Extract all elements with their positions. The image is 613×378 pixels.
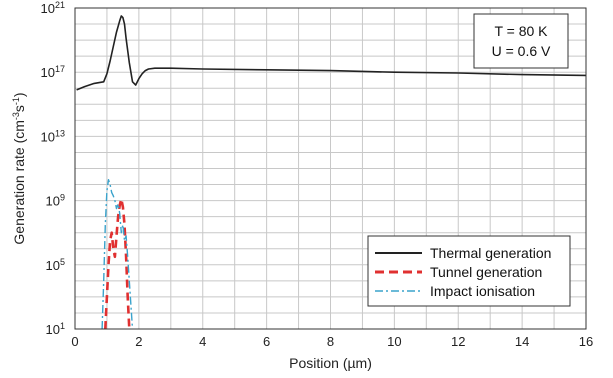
legend-label-impact: Impact ionisation [430,283,535,299]
series-line-impact-ionisation [101,178,134,330]
y-axis-label: Generation rate (cm-3s-1) [11,92,27,244]
y-tick-label: 105 [46,257,65,273]
x-tick-label: 6 [263,334,270,349]
x-tick-label: 4 [199,334,206,349]
annotation-temperature: T = 80 K [494,23,548,39]
series-line-thermal-generation [76,15,587,91]
x-tick-label: 0 [71,334,78,349]
x-tick-label: 8 [327,334,334,349]
x-tick-label: 2 [135,334,142,349]
annotation-voltage: U = 0.6 V [492,43,551,59]
x-tick-label: 12 [451,334,465,349]
y-axis-label-mid: s [11,105,27,112]
x-axis-label: Position (µm) [289,355,372,371]
y-tick-label: 101 [46,321,65,337]
x-tick-label: 14 [515,334,529,349]
series-line-tunnel-generation [104,197,131,330]
y-tick-label: 109 [46,193,65,209]
y-tick-label: 1021 [41,0,65,16]
y-tick-labels: 101 105 109 1013 1017 1021 [41,0,65,337]
x-tick-labels: 0 2 4 6 8 10 12 14 16 [71,334,593,349]
y-axis-label-sup2: -1 [11,97,21,105]
legend-frame [367,235,571,307]
legend-label-thermal: Thermal generation [430,245,551,261]
legend-label-tunnel: Tunnel generation [430,264,542,280]
annotation-frame [473,13,569,69]
y-tick-label: 1013 [41,128,65,144]
y-tick-label: 1017 [41,64,65,80]
annotation-box: T = 80 K U = 0.6 V [473,13,569,69]
x-tick-label: 16 [579,334,593,349]
x-tick-label: 10 [387,334,401,349]
y-axis-label-sup1: -3 [11,112,21,120]
series-layer [76,15,587,330]
legend: Thermal generation Tunnel generation Imp… [367,235,571,307]
plot-frame [74,7,587,330]
y-axis-label-main: Generation rate (cm [11,120,27,245]
y-axis-label-end: ) [11,92,27,97]
